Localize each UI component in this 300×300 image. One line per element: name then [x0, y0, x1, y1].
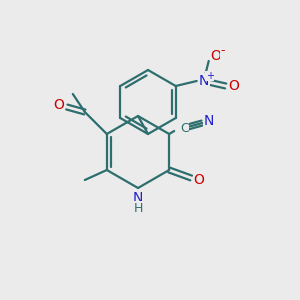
- Text: C: C: [180, 122, 189, 134]
- Text: +: +: [206, 71, 214, 81]
- Text: O: O: [210, 49, 221, 63]
- Text: N: N: [204, 114, 214, 128]
- Text: N: N: [133, 191, 143, 205]
- Text: N: N: [199, 74, 209, 88]
- Text: O: O: [228, 79, 239, 93]
- Text: O: O: [53, 98, 64, 112]
- Text: -: -: [220, 44, 225, 58]
- Text: H: H: [133, 202, 143, 214]
- Text: O: O: [194, 173, 205, 187]
